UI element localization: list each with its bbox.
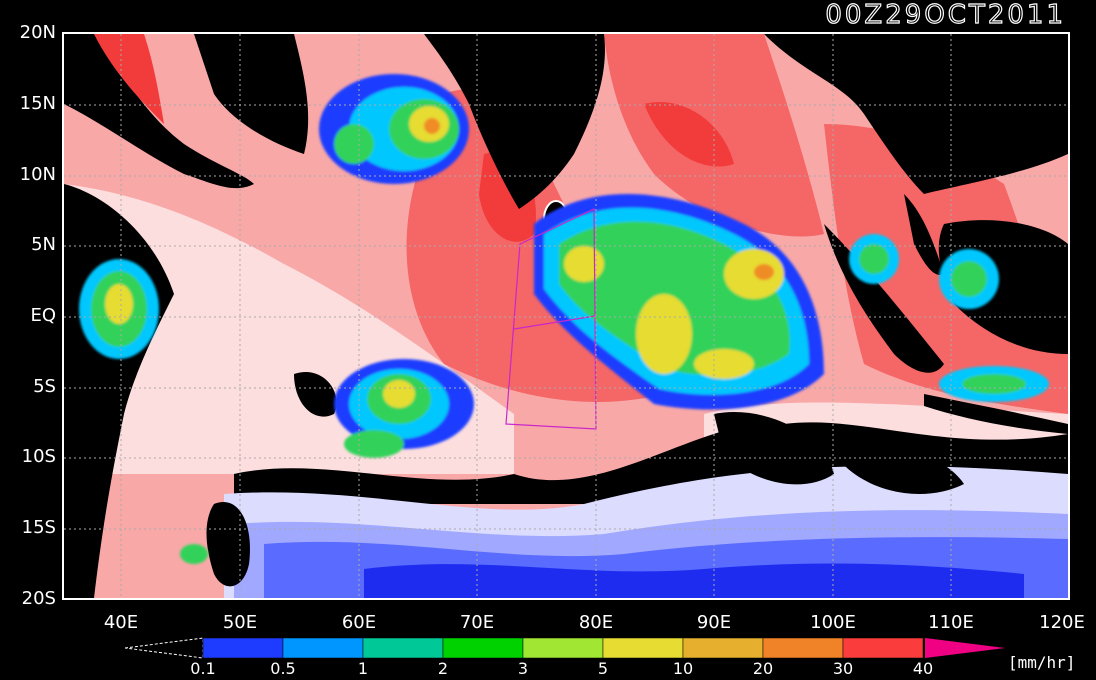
lat-label-15n: 15N <box>19 93 56 114</box>
storm-borneo-green <box>951 261 987 297</box>
storm-africa-yellow <box>105 284 133 324</box>
colorbar-under-triangle <box>125 637 204 659</box>
colorbar-tick-label: 1 <box>357 659 369 678</box>
lon-label-70e: 70E <box>459 612 495 633</box>
colorbar-segment <box>442 637 524 659</box>
storm-eq-yellow-4 <box>694 349 754 379</box>
no-data-patch-2 <box>714 412 834 485</box>
colorbar-tick-label: 20 <box>752 659 774 678</box>
lon-label-100e: 100E <box>810 612 856 633</box>
storm-sw-green <box>344 430 404 458</box>
colorbar-segment <box>602 637 684 659</box>
land-madagascar <box>206 502 250 587</box>
storm-java-green <box>962 374 1026 394</box>
no-data-patch-3 <box>834 445 964 494</box>
storm-clusters <box>79 74 1049 564</box>
storm-eq-orange <box>754 264 774 280</box>
colorbar-segment <box>682 637 764 659</box>
storm-madagascar <box>180 544 208 564</box>
colorbar-segment <box>842 637 924 659</box>
storm-arabian-orange <box>424 118 440 134</box>
units-label: [mm/hr] <box>1008 653 1076 672</box>
land-malay <box>904 194 944 275</box>
storm-eq-yellow-3 <box>564 246 604 282</box>
lon-label-40e: 40E <box>103 612 139 633</box>
map-title: 00Z29OCT2011 <box>825 0 1066 31</box>
colorbar-tick-label: 3 <box>517 659 529 678</box>
lat-label-5s: 5S <box>33 376 56 397</box>
map-frame <box>62 32 1070 600</box>
grid <box>64 34 1068 598</box>
colorbar-segment <box>762 637 844 659</box>
land-java <box>924 394 1068 434</box>
storm-central-yellow <box>383 380 415 408</box>
ocean-deep-red-2 <box>644 102 734 167</box>
colorbar-segment <box>202 637 284 659</box>
lat-label-20n: 20N <box>19 22 56 43</box>
colorbar-segment <box>282 637 364 659</box>
lon-label-90e: 90E <box>696 612 732 633</box>
magenta-box-mid <box>513 315 596 330</box>
lat-label-10n: 10N <box>19 164 56 185</box>
storm-eq-yellow-1 <box>636 294 692 374</box>
colorbar-tick-label: 10 <box>672 659 694 678</box>
lat-label-15s: 15S <box>21 517 56 538</box>
color-scale-bar <box>125 637 1005 659</box>
lon-label-120e: 120E <box>1039 612 1085 633</box>
no-data-patch <box>294 372 337 417</box>
colorbar-tick-label: 30 <box>832 659 854 678</box>
precipitation-map <box>64 34 1068 598</box>
colorbar-segment <box>362 637 444 659</box>
colorbar-over-triangle <box>925 638 1005 658</box>
lat-label-20s: 20S <box>21 588 56 609</box>
land-india <box>424 34 605 209</box>
colorbar-segments <box>202 637 924 659</box>
colorbar-segment <box>522 637 604 659</box>
storm-malay-green <box>859 244 889 274</box>
colorbar-tick-label: 2 <box>437 659 449 678</box>
colorbar-tick-label: 0.1 <box>190 659 216 678</box>
land-arabia <box>64 34 254 189</box>
colorbar-tick-label: 0.5 <box>270 659 296 678</box>
land-indochina <box>764 34 1068 194</box>
lat-label-5n: 5N <box>31 234 56 255</box>
lon-label-110e: 110E <box>928 612 974 633</box>
storm-eq-yellow-2 <box>724 249 784 299</box>
colorbar-tick-label: 5 <box>597 659 609 678</box>
lat-label-eq: EQ <box>30 305 56 326</box>
land-red-sea <box>94 34 164 124</box>
storm-arabian-west <box>334 124 374 164</box>
lat-label-10s: 10S <box>21 446 56 467</box>
deep-blue-band <box>364 563 1024 598</box>
colorbar-tick-label: 40 <box>912 659 934 678</box>
lon-label-50e: 50E <box>222 612 258 633</box>
lon-label-60e: 60E <box>341 612 377 633</box>
lon-label-80e: 80E <box>578 612 614 633</box>
land-arabia-east <box>194 34 309 154</box>
